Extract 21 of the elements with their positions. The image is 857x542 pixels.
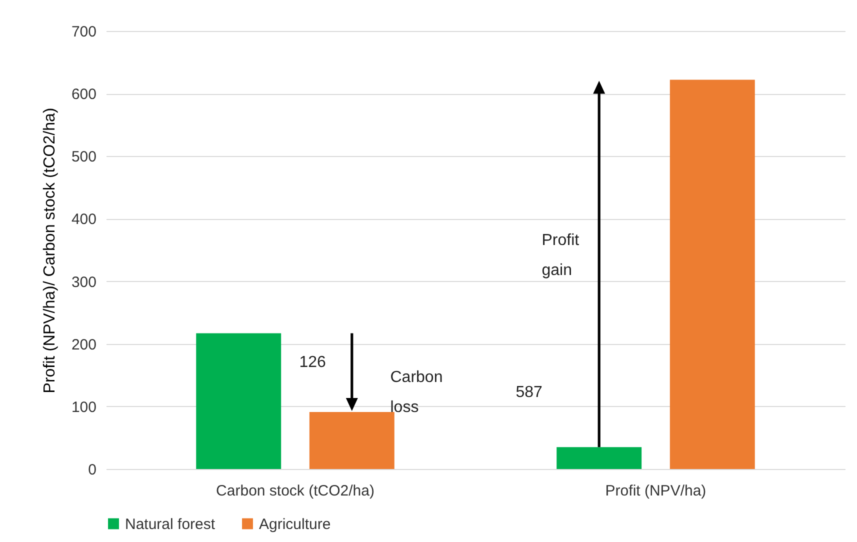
legend-label: Agriculture [259, 516, 331, 533]
annotation: 587 [516, 384, 543, 401]
bar [309, 412, 394, 469]
y-axis-title: Profit (NPV/ha)/ Carbon stock (tCO2/ha) [41, 108, 58, 394]
y-tick-label: 400 [71, 211, 96, 228]
bar [670, 80, 755, 469]
bar [196, 333, 282, 469]
legend-label: Natural forest [125, 516, 216, 533]
y-tick-label: 0 [88, 462, 96, 478]
annotation: Profit gain [542, 232, 580, 279]
bar [556, 447, 642, 469]
annotation: Carbon loss [390, 369, 443, 416]
y-tick-label: 100 [71, 398, 96, 416]
x-tick-label: Profit (NPV/ha) [605, 482, 706, 500]
y-tick-label: 300 [71, 274, 96, 291]
y-tick-label: 500 [71, 148, 96, 166]
y-tick-label: 200 [71, 336, 96, 354]
y-tick-label: 700 [71, 24, 96, 40]
x-tick-label: Carbon stock (tCO2/ha) [216, 482, 374, 500]
y-tick-label: 600 [71, 86, 96, 104]
annotation: 126 [299, 354, 326, 371]
